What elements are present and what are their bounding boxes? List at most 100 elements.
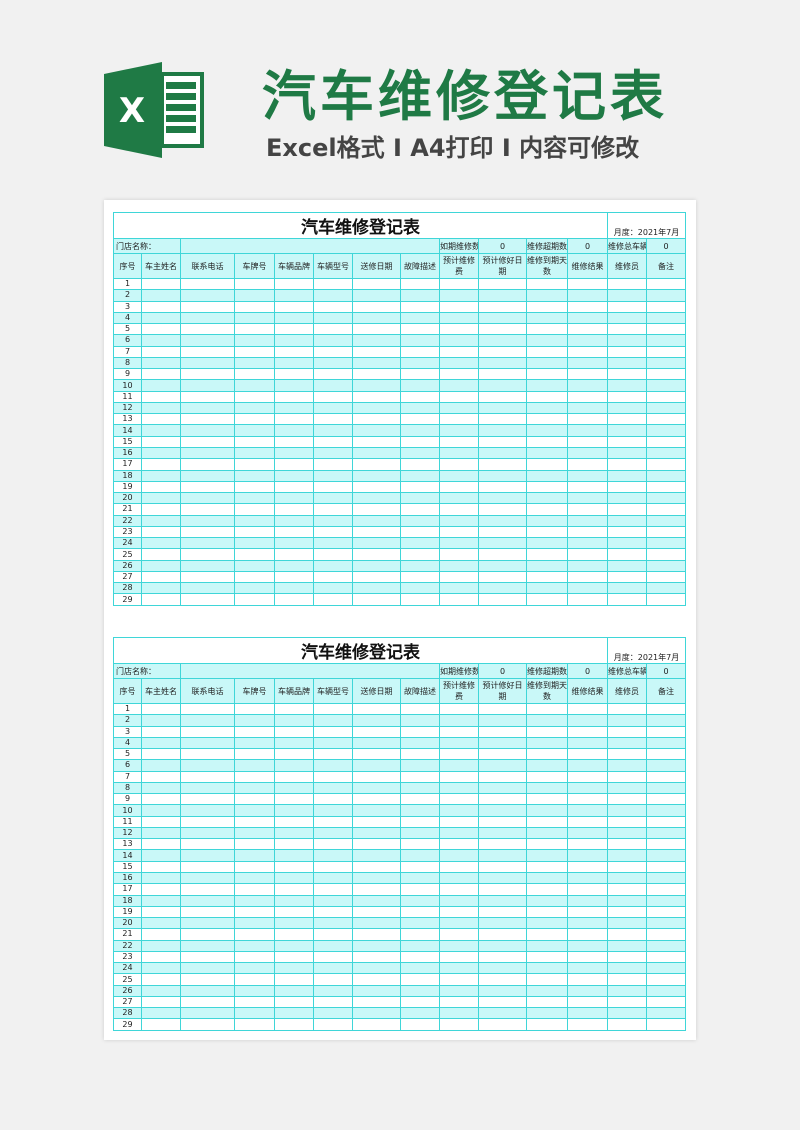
table-cell[interactable] xyxy=(313,401,353,415)
table-cell[interactable] xyxy=(180,424,235,437)
table-cell[interactable] xyxy=(352,759,401,772)
table-cell[interactable] xyxy=(645,770,687,783)
table-cell[interactable] xyxy=(352,289,401,302)
table-cell[interactable] xyxy=(352,917,401,930)
table-cell[interactable] xyxy=(478,559,527,572)
table-cell[interactable] xyxy=(352,469,401,482)
table-cell[interactable] xyxy=(645,345,687,358)
table-cell[interactable] xyxy=(567,446,608,460)
table-cell[interactable] xyxy=(180,537,235,550)
table-cell[interactable] xyxy=(400,702,440,716)
table-cell[interactable] xyxy=(478,514,527,527)
table-cell[interactable] xyxy=(313,289,353,302)
table-cell[interactable] xyxy=(234,469,275,482)
table-cell[interactable] xyxy=(567,492,608,505)
table-cell[interactable] xyxy=(180,492,235,505)
table-cell[interactable] xyxy=(274,804,314,817)
table-cell[interactable] xyxy=(567,300,608,313)
table-cell[interactable] xyxy=(141,368,181,381)
table-cell[interactable] xyxy=(439,736,479,750)
table-cell[interactable] xyxy=(400,593,440,606)
table-cell[interactable] xyxy=(274,759,314,772)
table-cell[interactable] xyxy=(439,826,479,840)
table-cell[interactable] xyxy=(607,815,647,828)
table-cell[interactable] xyxy=(352,424,401,437)
table-cell[interactable] xyxy=(352,413,401,426)
table-cell[interactable] xyxy=(352,962,401,975)
table-cell[interactable] xyxy=(234,311,275,325)
table-cell[interactable] xyxy=(234,781,275,795)
table-cell[interactable] xyxy=(567,379,608,392)
table-cell[interactable] xyxy=(607,962,647,975)
table-cell[interactable] xyxy=(141,973,181,986)
table-cell[interactable] xyxy=(180,446,235,460)
table-cell[interactable] xyxy=(274,435,314,448)
table-cell[interactable] xyxy=(478,582,527,595)
table-cell[interactable] xyxy=(607,714,647,727)
table-cell[interactable] xyxy=(180,883,235,896)
table-cell[interactable] xyxy=(567,939,608,952)
table-cell[interactable] xyxy=(400,289,440,302)
table-cell[interactable] xyxy=(234,1007,275,1020)
table-cell[interactable] xyxy=(607,289,647,302)
table-cell[interactable] xyxy=(439,995,479,1009)
table-cell[interactable] xyxy=(478,871,527,885)
table-cell[interactable] xyxy=(180,849,235,862)
table-cell[interactable] xyxy=(180,345,235,358)
table-cell[interactable] xyxy=(607,781,647,795)
table-cell[interactable] xyxy=(478,289,527,302)
table-cell[interactable] xyxy=(439,793,479,806)
table-cell[interactable] xyxy=(645,849,687,862)
table-cell[interactable] xyxy=(478,973,527,986)
table-cell[interactable] xyxy=(607,736,647,750)
table-cell[interactable] xyxy=(274,793,314,806)
table-cell[interactable] xyxy=(313,781,353,795)
table-cell[interactable] xyxy=(567,725,608,738)
table-cell[interactable] xyxy=(478,368,527,381)
table-cell[interactable] xyxy=(645,379,687,392)
table-cell[interactable] xyxy=(313,570,353,584)
table-cell[interactable] xyxy=(526,995,568,1009)
table-cell[interactable] xyxy=(478,593,527,606)
table-cell[interactable] xyxy=(645,702,687,716)
table-cell[interactable] xyxy=(645,446,687,460)
table-cell[interactable] xyxy=(313,714,353,727)
table-cell[interactable] xyxy=(478,356,527,370)
table-cell[interactable] xyxy=(313,1007,353,1020)
table-cell[interactable] xyxy=(439,300,479,313)
table-cell[interactable] xyxy=(234,582,275,595)
table-cell[interactable] xyxy=(141,883,181,896)
table-cell[interactable] xyxy=(274,714,314,727)
table-cell[interactable] xyxy=(645,793,687,806)
table-cell[interactable] xyxy=(234,770,275,783)
table-cell[interactable] xyxy=(141,759,181,772)
table-cell[interactable] xyxy=(439,458,479,471)
table-cell[interactable] xyxy=(439,570,479,584)
table-cell[interactable] xyxy=(567,962,608,975)
table-cell[interactable] xyxy=(400,570,440,584)
table-cell[interactable] xyxy=(180,950,235,964)
table-cell[interactable] xyxy=(352,928,401,941)
table-cell[interactable] xyxy=(645,804,687,817)
table-cell[interactable] xyxy=(234,871,275,885)
table-cell[interactable] xyxy=(141,401,181,415)
table-cell[interactable] xyxy=(645,905,687,919)
table-cell[interactable] xyxy=(526,815,568,828)
table-cell[interactable] xyxy=(274,300,314,313)
table-cell[interactable] xyxy=(234,379,275,392)
table-cell[interactable] xyxy=(141,300,181,313)
table-cell[interactable] xyxy=(607,973,647,986)
table-cell[interactable] xyxy=(439,379,479,392)
table-cell[interactable] xyxy=(352,582,401,595)
table-cell[interactable] xyxy=(313,548,353,561)
table-cell[interactable] xyxy=(526,871,568,885)
table-cell[interactable] xyxy=(567,413,608,426)
table-cell[interactable] xyxy=(141,815,181,828)
table-cell[interactable] xyxy=(352,323,401,336)
table-cell[interactable] xyxy=(478,714,527,727)
table-cell[interactable] xyxy=(439,962,479,975)
table-cell[interactable] xyxy=(607,469,647,482)
table-cell[interactable] xyxy=(645,458,687,471)
table-cell[interactable] xyxy=(180,917,235,930)
table-cell[interactable] xyxy=(439,894,479,907)
